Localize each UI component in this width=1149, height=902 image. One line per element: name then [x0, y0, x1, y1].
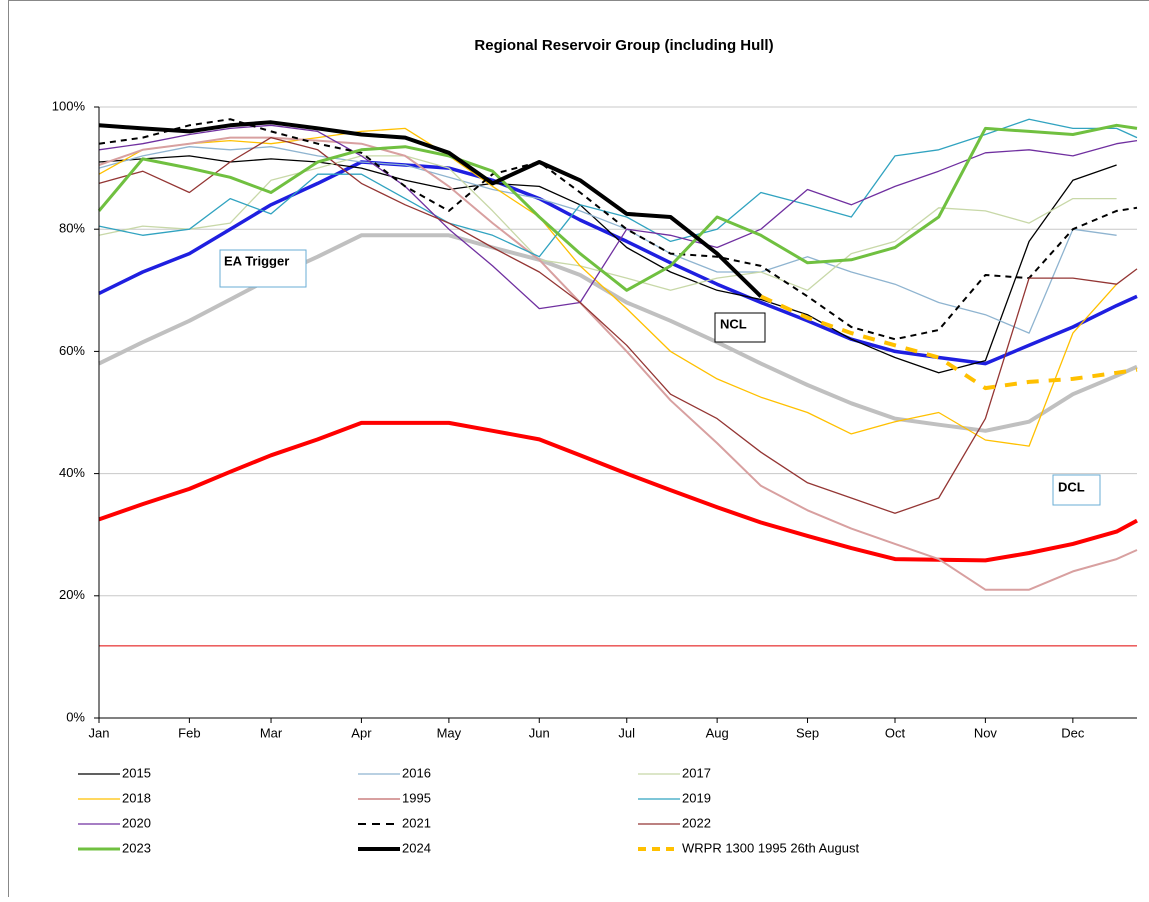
y-tick-label: 20%	[59, 587, 85, 602]
annotation: EA Trigger	[224, 253, 289, 268]
x-tick-label: Dec	[1061, 725, 1085, 740]
annotation: NCL	[720, 316, 747, 331]
legend-label: 2017	[682, 765, 711, 780]
annotation: DCL	[1058, 479, 1085, 494]
legend-label: 2024	[402, 840, 431, 855]
y-tick-label: 80%	[59, 221, 85, 236]
legend-label: 2021	[402, 815, 431, 830]
x-tick-label: Jan	[89, 725, 110, 740]
frame	[9, 1, 1149, 898]
legend-label: 2020	[122, 815, 151, 830]
chart-title: Regional Reservoir Group (including Hull…	[474, 37, 773, 54]
x-tick-label: Aug	[706, 725, 729, 740]
y-tick-label: 60%	[59, 343, 85, 358]
legend-label: 2016	[402, 765, 431, 780]
legend-label: 2019	[682, 790, 711, 805]
y-tick-label: 100%	[52, 98, 86, 113]
legend-label: 2022	[682, 815, 711, 830]
legend-label: 2023	[122, 840, 151, 855]
x-tick-label: Feb	[178, 725, 200, 740]
y-tick-label: 40%	[59, 465, 85, 480]
x-tick-label: Apr	[351, 725, 372, 740]
x-tick-label: Nov	[974, 725, 998, 740]
x-tick-label: Mar	[260, 725, 283, 740]
legend-label: 2018	[122, 790, 151, 805]
x-tick-label: Sep	[796, 725, 819, 740]
legend-label: 1995	[402, 790, 431, 805]
x-tick-label: Jul	[618, 725, 635, 740]
legend-label: 2015	[122, 765, 151, 780]
x-tick-label: Jun	[529, 725, 550, 740]
x-tick-label: May	[437, 725, 462, 740]
y-tick-label: 0%	[66, 709, 85, 724]
x-tick-label: Oct	[885, 725, 906, 740]
legend-label: WRPR 1300 1995 26th August	[682, 840, 859, 855]
